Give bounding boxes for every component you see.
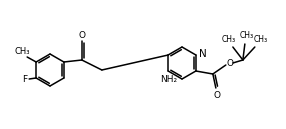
Text: NH₂: NH₂	[160, 75, 178, 84]
Text: F: F	[23, 75, 28, 84]
Text: O: O	[213, 91, 220, 99]
Text: CH₃: CH₃	[14, 47, 30, 57]
Text: O: O	[226, 58, 233, 67]
Text: O: O	[78, 30, 85, 39]
Text: CH₃: CH₃	[240, 31, 254, 41]
Text: CH₃: CH₃	[222, 35, 236, 45]
Text: CH₃: CH₃	[254, 35, 268, 45]
Text: N: N	[199, 49, 207, 59]
